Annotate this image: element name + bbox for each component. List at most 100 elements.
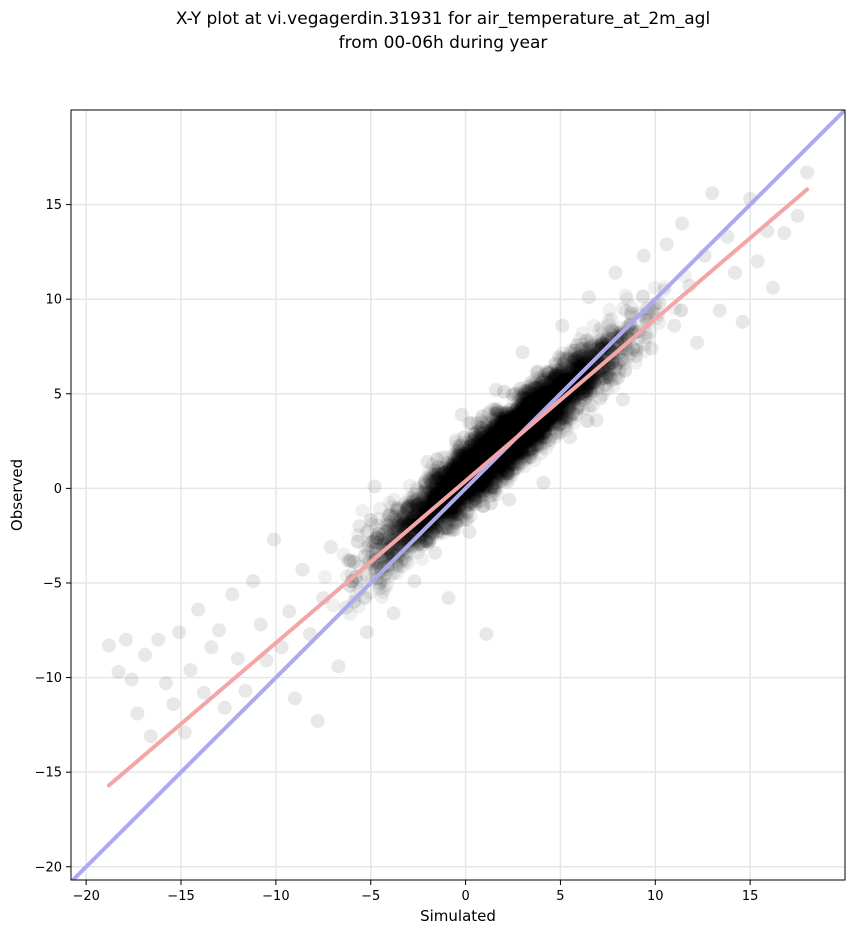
scatter-point: [583, 398, 598, 413]
scatter-point: [444, 482, 459, 497]
scatter-point: [436, 465, 451, 480]
scatter-point: [571, 388, 586, 402]
scatter-point: [499, 455, 514, 470]
scatter-point: [456, 495, 471, 510]
scatter-point: [394, 515, 409, 530]
scatter-point: [485, 432, 500, 447]
scatter-point: [500, 418, 515, 433]
scatter-point: [529, 437, 544, 452]
scatter-point: [466, 436, 481, 451]
scatter-point: [562, 397, 577, 412]
scatter-point: [574, 362, 589, 377]
scatter-point: [484, 439, 499, 454]
scatter-point: [498, 419, 513, 433]
scatter-point: [528, 398, 543, 413]
scatter-point: [506, 411, 521, 426]
scatter-point: [554, 411, 569, 426]
scatter-point: [426, 525, 441, 540]
scatter-point: [462, 455, 477, 470]
scatter-point: [547, 373, 562, 388]
scatter-point: [550, 377, 565, 392]
scatter-point: [386, 526, 401, 540]
scatter-point: [456, 457, 471, 472]
scatter-point: [468, 455, 482, 470]
scatter-point: [454, 458, 469, 473]
scatter-point: [374, 532, 388, 547]
scatter-point: [579, 384, 594, 399]
scatter-point: [547, 368, 562, 383]
scatter-point: [572, 391, 587, 406]
scatter-point: [427, 463, 442, 478]
scatter-point: [494, 414, 509, 429]
scatter-point: [510, 425, 525, 440]
scatter-point: [468, 429, 483, 444]
scatter-point: [538, 374, 552, 389]
scatter-point: [405, 493, 420, 508]
scatter-point: [529, 423, 544, 438]
scatter-point: [485, 479, 500, 494]
scatter-point: [516, 448, 531, 463]
scatter-point: [569, 407, 584, 422]
scatter-point: [500, 422, 515, 437]
scatter-point: [531, 387, 546, 402]
scatter-point: [521, 429, 536, 444]
scatter-point: [522, 428, 537, 443]
scatter-point: [533, 392, 547, 407]
scatter-point: [468, 445, 483, 460]
scatter-point: [488, 402, 503, 417]
scatter-point: [432, 483, 447, 498]
scatter-point: [489, 425, 504, 440]
scatter-point: [451, 507, 466, 522]
scatter-point: [461, 456, 476, 471]
scatter-point: [513, 410, 527, 425]
scatter-point: [608, 371, 623, 386]
scatter-point: [464, 451, 479, 466]
scatter-point: [496, 410, 511, 425]
scatter-point: [450, 457, 465, 472]
scatter-point: [467, 449, 482, 464]
scatter-point: [414, 552, 429, 567]
scatter-point: [478, 436, 493, 451]
scatter-point: [416, 537, 430, 552]
scatter-point: [470, 451, 485, 466]
scatter-point: [525, 387, 540, 402]
scatter-point: [509, 421, 523, 436]
scatter-point: [466, 450, 481, 465]
scatter-point: [433, 510, 448, 525]
scatter-point: [492, 435, 507, 450]
scatter-point: [392, 559, 407, 574]
scatter-point: [455, 457, 470, 472]
scatter-point: [530, 393, 545, 408]
scatter-point: [429, 480, 443, 495]
scatter-point: [519, 431, 534, 446]
scatter-point: [560, 365, 575, 379]
scatter-point: [511, 417, 526, 432]
scatter-point: [522, 401, 536, 415]
scatter-point: [454, 461, 469, 476]
scatter-point: [455, 460, 470, 475]
scatter-point: [611, 340, 626, 355]
scatter-point: [577, 349, 591, 364]
scatter-point: [506, 410, 521, 425]
scatter-point: [493, 474, 508, 489]
scatter-point: [531, 429, 546, 444]
scatter-point: [428, 471, 443, 486]
scatter-point: [464, 453, 478, 468]
scatter-point: [559, 367, 573, 382]
scatter-point: [472, 431, 487, 446]
scatter-point: [467, 438, 482, 453]
scatter-point: [532, 433, 547, 448]
scatter-point: [553, 411, 568, 426]
scatter-point: [466, 434, 481, 448]
scatter-point: [563, 396, 578, 411]
scatter-point: [521, 389, 536, 404]
scatter-point: [573, 393, 588, 408]
scatter-point: [407, 514, 421, 529]
scatter-point: [508, 386, 523, 401]
scatter-point: [501, 421, 515, 436]
scatter-point: [485, 439, 500, 454]
scatter-point: [548, 362, 563, 377]
scatter-point: [503, 416, 518, 431]
scatter-point: [506, 429, 521, 444]
